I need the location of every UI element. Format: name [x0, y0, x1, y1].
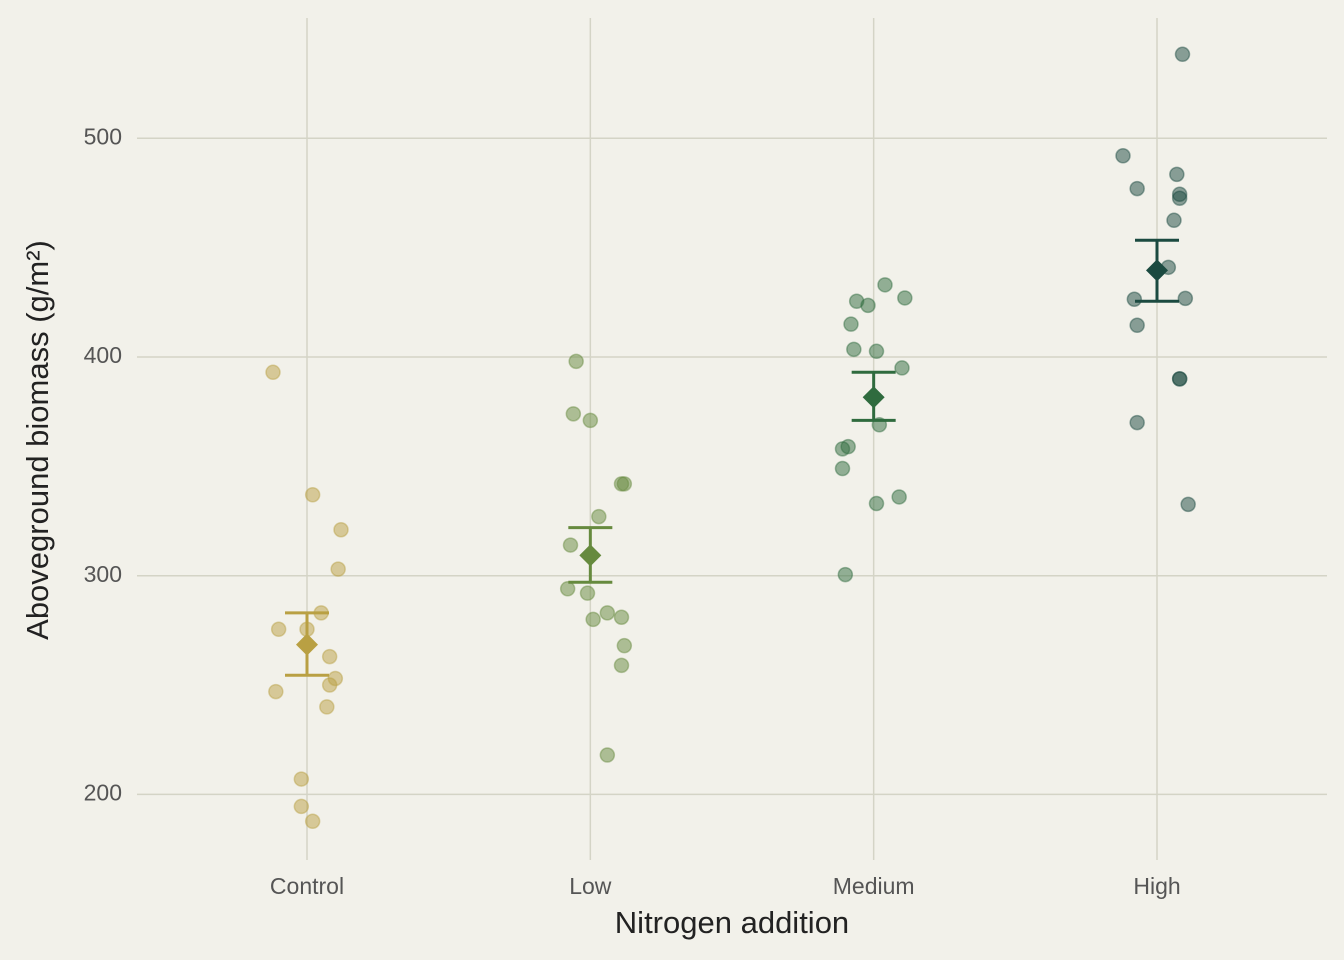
data-point: [591, 508, 607, 525]
data-point: [1174, 46, 1191, 63]
data-point: [1126, 291, 1143, 307]
data-point: [579, 585, 596, 601]
x-tick-label: Low: [569, 873, 612, 899]
y-tick-label: 500: [84, 123, 122, 149]
data-point: [304, 487, 321, 503]
data-point: [304, 813, 321, 830]
data-point: [330, 561, 346, 577]
data-point: [868, 343, 885, 360]
data-point: [860, 297, 876, 314]
data-point: [1115, 148, 1131, 164]
data-point: [1171, 190, 1188, 206]
data-point: [321, 677, 338, 693]
data-point: [1129, 180, 1145, 197]
data-point: [891, 489, 907, 505]
mean-marker: [296, 633, 318, 656]
data-point: [1129, 414, 1145, 431]
data-point: [268, 683, 284, 700]
data-point: [293, 798, 310, 815]
data-point: [293, 771, 310, 787]
data-point: [613, 609, 630, 625]
data-point: [894, 360, 910, 376]
data-point: [585, 611, 601, 628]
data-point: [562, 537, 579, 553]
data-point: [843, 316, 859, 332]
y-tick-label: 400: [84, 342, 122, 368]
data-point: [837, 566, 854, 583]
data-point: [568, 353, 584, 370]
data-point: [1180, 496, 1196, 513]
data-point: [319, 699, 335, 715]
data-point: [270, 621, 287, 638]
data-point: [616, 476, 633, 492]
mean-marker: [1146, 259, 1168, 282]
x-tick-label: Control: [270, 873, 344, 899]
y-tick-label: 200: [84, 779, 122, 805]
data-point: [599, 747, 616, 763]
y-axis-title: Aboveground biomass (g/m²): [20, 240, 55, 640]
data-point: [559, 581, 576, 597]
data-point: [1169, 166, 1185, 183]
data-point: [582, 412, 599, 429]
mean-marker: [579, 544, 602, 567]
data-point: [265, 364, 281, 381]
data-point: [613, 657, 630, 674]
y-tick-label: 300: [84, 561, 122, 587]
data-point: [834, 441, 851, 457]
x-tick-label: High: [1133, 873, 1180, 899]
data-point: [565, 406, 582, 422]
data-point: [616, 637, 633, 654]
mean-marker: [862, 386, 885, 409]
data-point: [333, 522, 349, 538]
data-point: [834, 460, 851, 477]
data-point: [599, 605, 616, 621]
data-point: [321, 648, 338, 665]
data-point: [1177, 290, 1194, 307]
data-point: [846, 341, 862, 358]
x-axis-title: Nitrogen addition: [615, 905, 849, 940]
data-point: [1166, 212, 1182, 229]
x-tick-label: Medium: [833, 873, 915, 899]
data-point: [877, 277, 893, 293]
data-point: [1171, 371, 1188, 387]
data-point: [868, 495, 885, 512]
data-point: [897, 290, 913, 306]
data-point: [1129, 317, 1145, 334]
